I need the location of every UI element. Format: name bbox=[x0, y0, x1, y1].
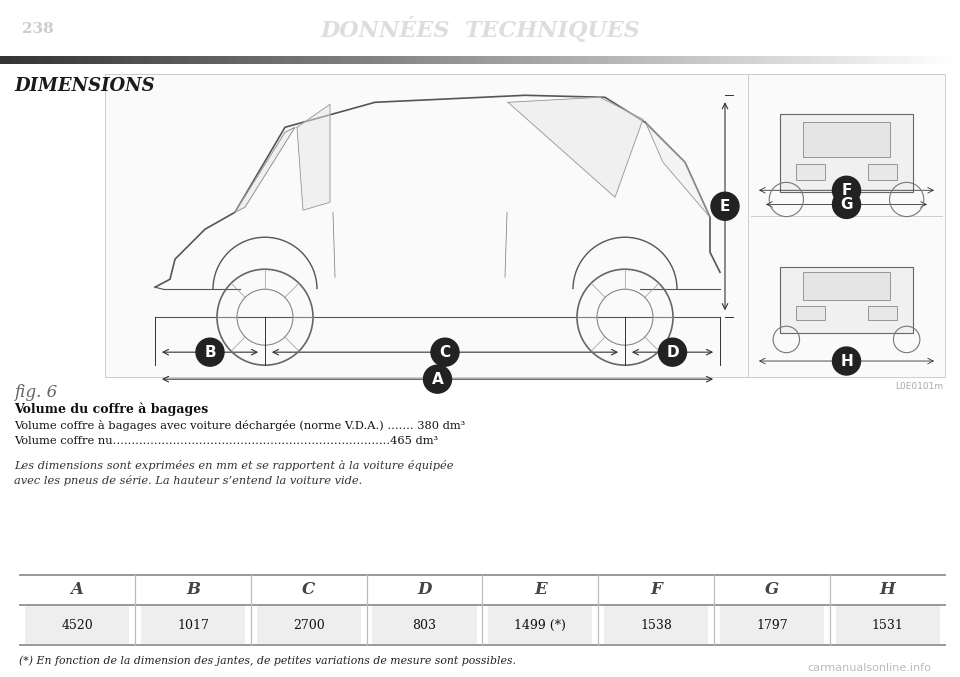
Text: C: C bbox=[302, 581, 315, 598]
Text: E: E bbox=[720, 199, 731, 214]
Text: fig. 6: fig. 6 bbox=[14, 384, 58, 401]
Text: 803: 803 bbox=[413, 619, 437, 632]
Text: L0E0101m: L0E0101m bbox=[895, 382, 943, 391]
Text: F: F bbox=[841, 183, 852, 198]
Text: D: D bbox=[418, 581, 432, 598]
Bar bbox=[868, 165, 898, 180]
Text: G: G bbox=[765, 581, 779, 598]
Polygon shape bbox=[645, 121, 710, 217]
Text: F: F bbox=[650, 581, 662, 598]
Text: Volume coffre à bagages avec voiture déchargée (norme V.D.A.) ....... 380 dm³: Volume coffre à bagages avec voiture déc… bbox=[14, 420, 466, 431]
Bar bbox=[105, 74, 945, 377]
Text: 1797: 1797 bbox=[756, 619, 788, 632]
Circle shape bbox=[832, 190, 860, 219]
Circle shape bbox=[423, 365, 451, 393]
Text: E: E bbox=[534, 581, 546, 598]
Text: DIMENSIONS: DIMENSIONS bbox=[14, 77, 155, 95]
Bar bbox=[372, 607, 476, 644]
Text: H: H bbox=[879, 581, 896, 598]
Text: A: A bbox=[71, 581, 84, 598]
Text: Volume du coffre à bagages: Volume du coffre à bagages bbox=[14, 402, 208, 416]
Bar bbox=[796, 165, 825, 180]
Bar bbox=[804, 122, 890, 156]
Text: carmanualsonline.info: carmanualsonline.info bbox=[807, 663, 931, 673]
Text: D: D bbox=[666, 345, 679, 359]
Text: B: B bbox=[186, 581, 200, 598]
Circle shape bbox=[832, 176, 860, 204]
Bar bbox=[780, 267, 913, 333]
Bar bbox=[804, 272, 890, 300]
Circle shape bbox=[832, 347, 860, 375]
Text: B: B bbox=[204, 345, 216, 359]
Polygon shape bbox=[297, 104, 330, 211]
Text: (*) En fonction de la dimension des jantes, de petites variations de mesure sont: (*) En fonction de la dimension des jant… bbox=[19, 655, 516, 666]
Bar bbox=[720, 607, 824, 644]
Bar bbox=[25, 607, 130, 644]
Bar bbox=[256, 607, 361, 644]
Text: 1531: 1531 bbox=[872, 619, 903, 632]
Circle shape bbox=[711, 192, 739, 220]
Bar bbox=[796, 307, 825, 320]
Text: 1538: 1538 bbox=[640, 619, 672, 632]
Text: 1499 (*): 1499 (*) bbox=[515, 619, 566, 632]
Circle shape bbox=[196, 338, 224, 366]
Text: avec les pneus de série. La hauteur s’entend la voiture vide.: avec les pneus de série. La hauteur s’en… bbox=[14, 475, 362, 486]
Bar bbox=[868, 307, 898, 320]
Bar bbox=[604, 607, 708, 644]
Text: 238: 238 bbox=[22, 22, 54, 37]
Bar bbox=[489, 607, 592, 644]
Text: C: C bbox=[440, 345, 450, 359]
Text: DONNÉES  TECHNIQUES: DONNÉES TECHNIQUES bbox=[320, 16, 640, 42]
Circle shape bbox=[659, 338, 686, 366]
Bar bbox=[141, 607, 245, 644]
Polygon shape bbox=[508, 97, 643, 197]
Text: 4520: 4520 bbox=[61, 619, 93, 632]
Circle shape bbox=[431, 338, 459, 366]
Text: G: G bbox=[840, 197, 852, 212]
Text: 1017: 1017 bbox=[177, 619, 209, 632]
Text: 2700: 2700 bbox=[293, 619, 324, 632]
Text: Volume coffre nu................................................................: Volume coffre nu........................… bbox=[14, 436, 438, 446]
Text: Les dimensions sont exprimées en mm et se rapportent à la voiture équipée: Les dimensions sont exprimées en mm et s… bbox=[14, 460, 453, 471]
Bar bbox=[780, 114, 913, 192]
Bar bbox=[835, 607, 940, 644]
Polygon shape bbox=[235, 127, 295, 213]
Text: A: A bbox=[432, 372, 444, 387]
Text: H: H bbox=[840, 353, 852, 368]
